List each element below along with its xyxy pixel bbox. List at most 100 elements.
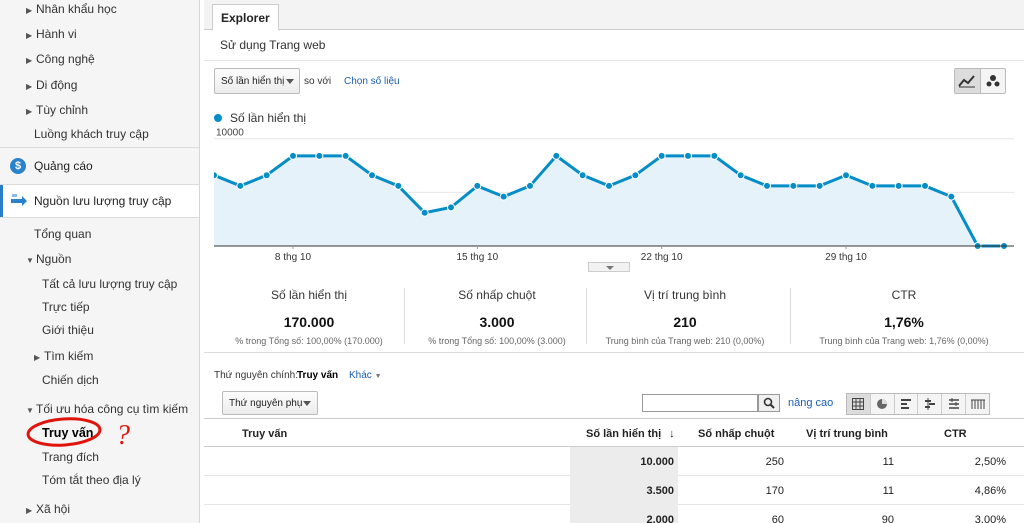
sidebar-item-label: Nhân khẩu học [36, 2, 117, 16]
sidebar-item-referral[interactable]: Giới thiệu [0, 323, 199, 337]
data-point [473, 181, 482, 190]
sidebar-section-ads[interactable]: $ Quảng cáo [0, 148, 199, 184]
subtab-site-usage[interactable]: Sử dụng Trang web [220, 38, 326, 52]
sidebar-item-label: Tối ưu hóa công cụ tìm kiếm [36, 402, 189, 416]
summary-avg-position: Vị trí trung bình 210 Trung bình của Tra… [590, 284, 780, 348]
search-button[interactable] [758, 394, 780, 412]
table-search-input[interactable] [642, 394, 758, 412]
sidebar-item-demographics[interactable]: ▶ Nhân khẩu học [0, 2, 199, 16]
sidebar-item-social[interactable]: ▶ Xã hội [0, 502, 199, 516]
traffic-arrows-icon [11, 194, 27, 206]
main-panel: Explorer Sử dụng Trang web Số lần hiển t… [204, 0, 1024, 523]
data-point [368, 171, 376, 180]
sidebar-item-campaign[interactable]: Chiến dịch [0, 373, 199, 387]
data-point [315, 151, 324, 160]
term-cloud-view-button[interactable] [966, 394, 989, 414]
chart-scroll-handle[interactable] [588, 262, 630, 272]
summary-clicks: Số nhấp chuột 3.000 % trong Tổng số: 100… [402, 284, 592, 348]
caret-down-icon [303, 401, 311, 406]
line-chart-icon [958, 75, 976, 88]
column-header-impressions[interactable]: Số lần hiển thị ↓ [586, 428, 675, 440]
summary-value: 1,76% [884, 314, 924, 330]
summary-sub-value: 100,00% (3.000) [499, 336, 566, 346]
divider [0, 217, 199, 218]
divider [586, 288, 587, 344]
chevron-down-icon: ▼ [26, 406, 34, 415]
sidebar-item-sources[interactable]: ▼ Nguồn [0, 252, 199, 266]
table-view-button[interactable] [847, 394, 871, 414]
summary-sub: Trung bình của Trang web: 1,76% (0,00%) [804, 336, 1004, 346]
metric-select[interactable]: Số lần hiển thị [214, 68, 300, 94]
summary-sub: % trong Tổng số: 100,00% (3.000) [402, 336, 592, 346]
sidebar-item-direct[interactable]: Trực tiếp [0, 300, 199, 314]
sorted-column-bg [570, 447, 678, 476]
secondary-dimension-select[interactable]: Thứ nguyên phụ [222, 391, 318, 415]
area-fill [214, 155, 1004, 246]
cell-clicks: 170 [765, 485, 784, 497]
sidebar-item-label: Xã hội [36, 502, 71, 516]
pivot-view-button[interactable] [942, 394, 967, 414]
sidebar-item-label: Tìm kiếm [44, 349, 94, 363]
data-point [499, 192, 508, 201]
sidebar-item-seo[interactable]: ▼ Tối ưu hóa công cụ tìm kiếm [0, 402, 199, 416]
caret-down-icon [286, 79, 294, 84]
column-header-avg-position[interactable]: Vị trí trung bình [806, 428, 888, 440]
sidebar-item-technology[interactable]: ▶ Công nghệ [0, 52, 199, 66]
performance-view-button[interactable] [895, 394, 919, 414]
pie-view-button[interactable] [871, 394, 895, 414]
legend-label: Số lần hiển thị [230, 111, 307, 125]
bubble-chart-icon [986, 75, 1000, 87]
data-point [214, 171, 218, 180]
x-tick-label: 8 thg 10 [275, 252, 312, 263]
summary-label: Số lần hiển thị [270, 288, 348, 302]
line-chart-view-button[interactable] [955, 69, 981, 93]
data-point [894, 181, 903, 190]
table-row[interactable]: 10.000 250 11 2,50% [204, 447, 1024, 476]
sidebar-item-overview[interactable]: Tổng quan [0, 227, 199, 241]
sidebar-item-landing-pages[interactable]: Trang đích [0, 450, 199, 464]
data-point [526, 181, 534, 190]
cell-position: 11 [882, 485, 894, 497]
data-point [394, 181, 403, 190]
sidebar-item-label: Trực tiếp [42, 300, 90, 314]
column-header-ctr[interactable]: CTR [944, 428, 967, 440]
cell-ctr: 2,50% [974, 456, 1006, 468]
advanced-filter-link[interactable]: nâng cao [788, 397, 834, 409]
cell-ctr: 3,00% [974, 514, 1006, 523]
summary-value: 170.000 [283, 314, 335, 330]
sidebar-item-behavior[interactable]: ▶ Hành vi [0, 27, 199, 41]
comparison-view-button[interactable] [918, 394, 943, 414]
sidebar-item-queries[interactable]: Truy vấn [0, 426, 199, 440]
data-point [341, 151, 350, 160]
sidebar-item-geo-summary[interactable]: Tóm tắt theo địa lý [0, 473, 199, 487]
chevron-right-icon: ▶ [26, 31, 33, 40]
sidebar-item-custom[interactable]: ▶ Tùy chỉnh [0, 103, 199, 117]
sidebar-item-visitor-flow[interactable]: Luồng khách truy cập [0, 127, 199, 141]
data-point [262, 171, 271, 180]
sidebar-item-mobile[interactable]: ▶ Di động [0, 78, 199, 92]
summary-sub-prefix: % trong Tổng số: [428, 336, 497, 346]
column-header-query[interactable]: Truy vấn [242, 428, 288, 440]
other-label: Khác [349, 370, 372, 381]
bar-list-icon [901, 399, 912, 409]
data-point [842, 171, 850, 180]
cell-clicks: 60 [771, 514, 784, 523]
sidebar-item-all-traffic[interactable]: Tất cả lưu lượng truy cập [0, 277, 199, 291]
cell-ctr: 4,86% [974, 485, 1006, 497]
sidebar-section-traffic[interactable]: Nguồn lưu lượng truy cập [0, 185, 199, 217]
tab-bar: Explorer [204, 0, 1024, 31]
data-point [578, 171, 587, 180]
tab-explorer[interactable]: Explorer [212, 4, 279, 31]
sidebar: ▶ Nhân khẩu học ▶ Hành vi ▶ Công nghệ ▶ Di đ… [0, 0, 200, 523]
sidebar-item-search[interactable]: ▶ Tìm kiếm [0, 349, 199, 363]
divider [0, 184, 199, 185]
motion-chart-view-button[interactable] [981, 69, 1006, 93]
sidebar-item-label: Tóm tắt theo địa lý [42, 473, 141, 487]
other-dimension-dropdown[interactable]: Khác ▼ [349, 370, 382, 381]
primary-dimension-queries[interactable]: Truy vấn [297, 370, 339, 381]
table-row[interactable]: 2.000 60 90 3,00% [204, 505, 1024, 523]
summary-metrics: Số lần hiển thị 170.000 % trong Tổng số:… [214, 284, 1014, 348]
select-metric-link[interactable]: Chọn số liệu [344, 76, 400, 87]
table-row[interactable]: 3.500 170 11 4,86% [204, 476, 1024, 505]
column-header-clicks[interactable]: Số nhấp chuột [698, 428, 775, 440]
